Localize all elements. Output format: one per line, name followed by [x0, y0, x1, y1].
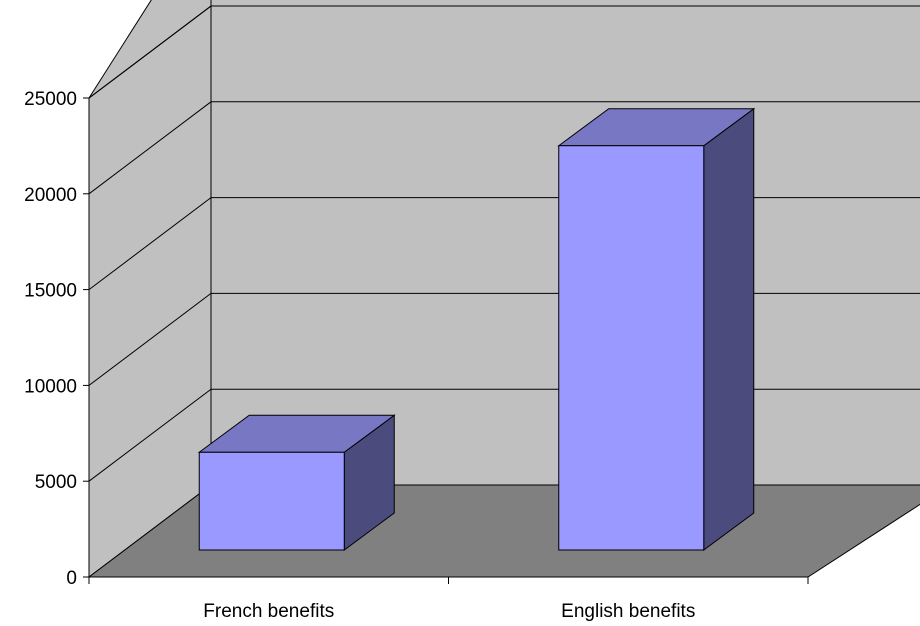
- x-category-label: English benefits: [561, 601, 695, 622]
- x-category-labels: French benefits English benefits: [203, 601, 695, 622]
- bar-english-benefits: [557, 107, 756, 551]
- gridlines: [88, 5, 920, 482]
- bars: [197, 107, 756, 551]
- y-tick-label: 10000: [24, 376, 77, 397]
- gridline: [88, 5, 920, 99]
- x-category-label: French benefits: [203, 601, 334, 622]
- bar-french-benefits: [197, 414, 396, 551]
- y-tick-label: 25000: [24, 89, 77, 110]
- y-tick-label: 5000: [35, 472, 77, 493]
- y-tick-label: 15000: [24, 281, 77, 302]
- y-tick-labels: 0 5000 10000 15000 20000 25000: [24, 89, 77, 589]
- bar-front: [198, 451, 345, 551]
- bar-side: [703, 107, 755, 551]
- side-wall: [88, 4, 212, 579]
- y-tick-label: 0: [66, 568, 77, 589]
- axes: [83, 97, 809, 584]
- bar-front: [558, 145, 705, 551]
- gridline: [88, 101, 920, 195]
- y-tick-label: 20000: [24, 185, 77, 206]
